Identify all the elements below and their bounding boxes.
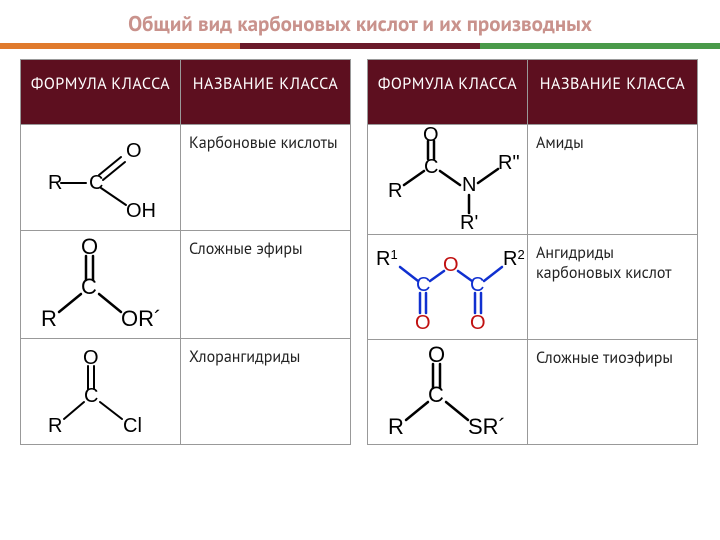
accent-rule	[0, 43, 720, 49]
svg-text:O: O	[443, 254, 459, 276]
name-cell: Сложные эфиры	[181, 231, 351, 338]
svg-text:O: O	[423, 127, 439, 146]
table-row: R C O OR´ Сложные эфиры	[21, 231, 351, 338]
svg-text:Cl: Cl	[123, 415, 142, 437]
table-row: R C O OH Карбоновые кислоты	[21, 125, 351, 231]
svg-text:R: R	[41, 306, 57, 331]
rule-seg-1	[0, 43, 240, 49]
svg-text:C: C	[84, 385, 98, 407]
rule-seg-3	[480, 43, 720, 49]
tables-container: ФОРМУЛА КЛАССА НАЗВАНИЕ КЛАССА	[0, 49, 720, 445]
svg-text:C: C	[81, 274, 97, 299]
table-header-row: ФОРМУЛА КЛАССА НАЗВАНИЕ КЛАССА	[21, 60, 351, 125]
table-row: R C O Cl Хлорангидриды	[21, 338, 351, 444]
formula-cell: R C O N R" R'	[368, 125, 528, 235]
acyl-chloride-icon: R C O Cl	[26, 344, 176, 439]
svg-text:C: C	[89, 172, 103, 194]
table-row: R C O N R" R' Амиды	[368, 125, 698, 235]
formula-cell: R C O OR´	[21, 231, 181, 338]
formula-cell: R C O SR´	[368, 340, 528, 445]
svg-text:OR´: OR´	[121, 306, 161, 331]
thioester-icon: R C O SR´	[370, 342, 525, 442]
right-tbody: R C O N R" R' Амиды	[368, 125, 698, 445]
table-header-row: ФОРМУЛА КЛАССА НАЗВАНИЕ КЛАССА	[368, 60, 698, 125]
page-title: Общий вид карбоновых кислот и их произво…	[0, 0, 720, 43]
left-table: ФОРМУЛА КЛАССА НАЗВАНИЕ КЛАССА	[20, 59, 351, 445]
carboxylic-acid-icon: R C O OH	[26, 133, 176, 223]
rule-seg-2	[240, 43, 480, 49]
svg-text:R: R	[48, 172, 62, 194]
right-table: ФОРМУЛА КЛАССА НАЗВАНИЕ КЛАССА	[367, 59, 698, 445]
name-cell: Карбоновые кислоты	[181, 125, 351, 231]
th-name: НАЗВАНИЕ КЛАССА	[528, 60, 698, 125]
svg-text:R1: R1	[376, 247, 398, 270]
svg-text:C: C	[428, 382, 444, 407]
svg-text:SR´: SR´	[468, 414, 506, 439]
name-cell: Сложные тиоэфиры	[528, 340, 698, 445]
name-cell: Амиды	[528, 125, 698, 235]
svg-text:OH: OH	[126, 200, 156, 222]
left-tbody: R C O OH Карбоновые кислоты	[21, 125, 351, 445]
svg-text:O: O	[81, 234, 98, 259]
svg-text:R: R	[48, 415, 62, 437]
th-name: НАЗВАНИЕ КЛАССА	[181, 60, 351, 125]
formula-cell: R1 C O O C O R2	[368, 235, 528, 340]
ester-icon: R C O OR´	[23, 234, 178, 334]
svg-text:R: R	[388, 414, 404, 439]
formula-cell: R C O Cl	[21, 338, 181, 444]
name-cell: Ангидриды карбоновых кислот	[528, 235, 698, 340]
table-row: R C O SR´ Сложные тиоэфиры	[368, 340, 698, 445]
svg-text:C: C	[416, 274, 430, 296]
svg-text:C: C	[470, 274, 484, 296]
svg-text:O: O	[428, 342, 445, 367]
amide-icon: R C O N R" R'	[370, 127, 525, 232]
svg-text:O: O	[415, 312, 431, 334]
svg-text:R: R	[388, 180, 402, 202]
svg-text:R": R"	[498, 152, 520, 174]
svg-text:O: O	[126, 140, 142, 162]
slide: Общий вид карбоновых кислот и их произво…	[0, 0, 720, 540]
th-formula: ФОРМУЛА КЛАССА	[368, 60, 528, 125]
formula-cell: R C O OH	[21, 125, 181, 231]
svg-text:N: N	[462, 174, 476, 196]
svg-text:R': R'	[460, 212, 478, 232]
name-cell: Хлорангидриды	[181, 338, 351, 444]
svg-text:C: C	[424, 156, 438, 178]
anhydride-icon: R1 C O O C O R2	[370, 237, 530, 337]
svg-text:O: O	[470, 312, 486, 334]
svg-text:R2: R2	[503, 247, 525, 270]
table-row: R1 C O O C O R2 Ангидриды карбоновых кис…	[368, 235, 698, 340]
th-formula: ФОРМУЛА КЛАССА	[21, 60, 181, 125]
svg-text:O: O	[83, 347, 99, 369]
